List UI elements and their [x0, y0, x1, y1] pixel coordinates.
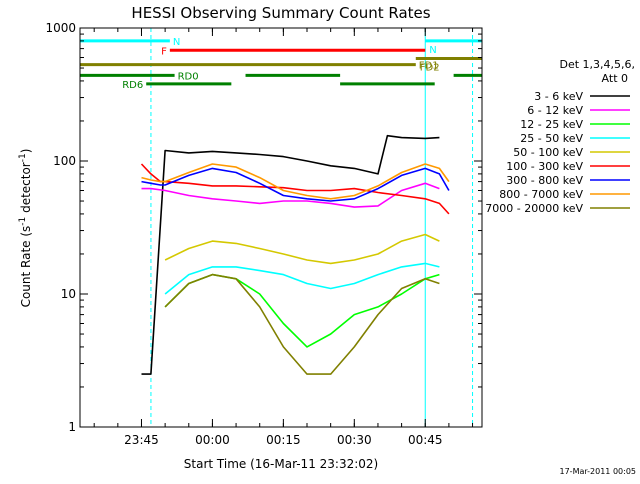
y-axis-label: Count Rate (s-1 detector-1) — [18, 149, 33, 308]
x-tick-label: 23:45 — [124, 433, 159, 447]
legend-subtitle: Att 0 — [602, 72, 628, 85]
x-tick-label: 00:30 — [337, 433, 372, 447]
status-label: N — [173, 37, 180, 48]
x-tick-label: 00:45 — [408, 433, 443, 447]
series-line — [141, 167, 450, 202]
x-tick-label: 00:15 — [266, 433, 301, 447]
status-label: N — [429, 45, 436, 56]
series-line — [141, 182, 440, 208]
y-tick-label: 1000 — [45, 21, 76, 35]
series-line — [164, 273, 440, 348]
legend-title: Det 1,3,4,5,6, — [559, 58, 635, 71]
y-axis-label-sup2: -1 — [18, 153, 28, 162]
y-axis-label-main: Count Rate (s — [19, 226, 33, 308]
status-label: FD2 — [420, 62, 440, 73]
series-line — [141, 134, 440, 375]
y-axis-label-mid: detector — [19, 162, 33, 217]
series-line — [164, 233, 440, 265]
legend-label: 100 - 300 keV — [506, 160, 583, 173]
y-tick-label: 10 — [61, 287, 76, 301]
legend-label: 6 - 12 keV — [527, 104, 583, 117]
y-axis-label-sup1: -1 — [18, 217, 28, 226]
status-label: F — [161, 46, 167, 57]
legend-label: 50 - 100 keV — [513, 146, 583, 159]
legend-label: 12 - 25 keV — [520, 118, 583, 131]
legend-label: 300 - 800 keV — [506, 174, 583, 187]
legend-label: 25 - 50 keV — [520, 132, 583, 145]
series-line — [164, 262, 440, 295]
status-label: FD1 — [419, 61, 439, 72]
series-line — [141, 163, 450, 200]
status-label: RD6 — [122, 80, 143, 91]
legend-label: 3 - 6 keV — [534, 90, 583, 103]
legend-label: 800 - 7000 keV — [499, 188, 583, 201]
chart-title: HESSI Observing Summary Count Rates — [131, 4, 430, 22]
series-line — [164, 273, 440, 375]
legend-label: 7000 - 20000 keV — [485, 202, 583, 215]
y-axis-label-end: ) — [19, 149, 33, 154]
x-axis-label: Start Time (16-Mar-11 23:32:02) — [184, 457, 378, 471]
x-tick-label: 00:00 — [195, 433, 230, 447]
y-tick-label: 100 — [53, 154, 76, 168]
y-tick-label: 1 — [68, 420, 76, 434]
footer-timestamp: 17-Mar-2011 00:05 — [560, 467, 637, 476]
plot-frame — [79, 27, 483, 428]
status-label: RD0 — [178, 71, 199, 82]
